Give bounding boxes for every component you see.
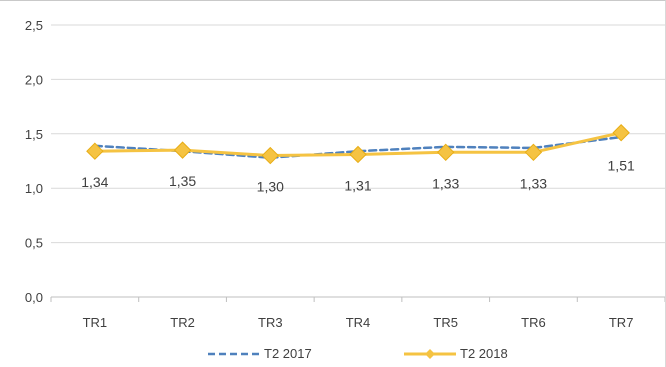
y-axis-tick-labels: 0,0 0,5 1,0 1,5 2,0 2,5 xyxy=(25,18,43,305)
y-tick-label: 2,0 xyxy=(25,72,43,87)
x-tick-label: TR1 xyxy=(83,315,108,330)
data-point-marker xyxy=(612,124,630,142)
y-tick-label: 1,5 xyxy=(25,127,43,142)
x-tick-label: TR4 xyxy=(346,315,371,330)
data-label: 1,51 xyxy=(608,158,635,174)
data-label: 1,34 xyxy=(81,174,108,190)
x-tick-label: TR7 xyxy=(609,315,634,330)
data-labels: 1,34 1,35 1,30 1,31 1,33 1,33 1,51 xyxy=(81,158,635,195)
data-point-marker xyxy=(261,146,279,165)
x-axis xyxy=(50,296,665,302)
data-point-marker xyxy=(437,143,455,162)
data-point-marker xyxy=(86,142,104,160)
y-tick-label: 2,5 xyxy=(25,18,43,33)
data-label: 1,35 xyxy=(169,173,196,189)
x-tick-label: TR2 xyxy=(170,315,195,330)
x-tick-label: TR3 xyxy=(258,315,283,330)
data-point-marker xyxy=(524,143,543,162)
legend: T2 2017 T2 2018 xyxy=(208,346,508,361)
data-label: 1,31 xyxy=(344,177,371,193)
x-tick-label: TR5 xyxy=(433,315,458,330)
data-point-marker xyxy=(349,145,367,164)
legend-label: T2 2018 xyxy=(460,346,508,361)
x-tick-label: TR6 xyxy=(521,315,546,330)
legend-label: T2 2017 xyxy=(264,346,312,361)
data-point-marker xyxy=(173,141,192,159)
y-tick-label: 0,5 xyxy=(25,236,43,251)
x-axis-tick-labels: TR1 TR2 TR3 TR4 TR5 TR6 TR7 xyxy=(83,315,634,330)
data-label: 1,30 xyxy=(257,179,284,195)
series-group xyxy=(86,124,630,165)
data-label: 1,33 xyxy=(432,175,459,191)
legend-marker xyxy=(425,349,435,359)
y-tick-label: 1,0 xyxy=(25,181,43,196)
y-tick-label: 0,0 xyxy=(25,290,43,305)
data-label: 1,33 xyxy=(520,175,547,191)
